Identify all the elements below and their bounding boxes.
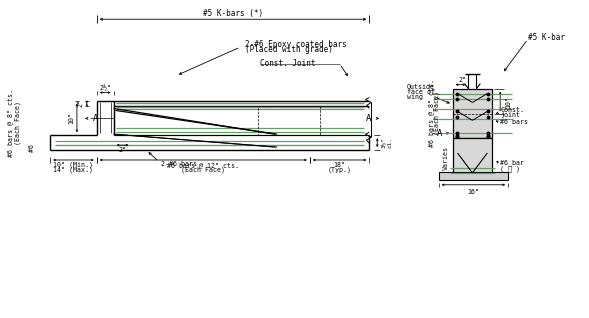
Bar (452, 89, 492, 138)
Text: face of: face of (407, 89, 435, 94)
Text: Const.: Const. (500, 107, 524, 114)
Text: 10": 10" (68, 112, 74, 124)
Text: Varies: Varies (443, 146, 449, 170)
Text: (Each Face): (Each Face) (181, 167, 226, 173)
Text: ( ⌣ ): ( ⌣ ) (500, 166, 520, 172)
Bar (259, 107, 320, 135)
Text: (Typ.): (Typ.) (327, 167, 352, 173)
Text: 2-#6 Epoxy coated bars: 2-#6 Epoxy coated bars (246, 39, 347, 49)
Text: 3½"
cl.: 3½" cl. (382, 137, 393, 148)
Text: (Each Face): (Each Face) (14, 101, 21, 145)
Text: #6 bar: #6 bar (500, 160, 524, 166)
Text: 2": 2" (118, 147, 127, 153)
Text: #6: #6 (29, 144, 35, 152)
Bar (452, 138, 492, 178)
Text: #5 K-bars (*): #5 K-bars (*) (203, 9, 263, 18)
Text: 18": 18" (333, 162, 346, 168)
Text: Const. Joint: Const. Joint (260, 59, 316, 68)
Text: 2": 2" (78, 100, 84, 107)
Text: (Placed with grade): (Placed with grade) (246, 45, 333, 54)
Text: #6 bars @ 8" cts.: #6 bars @ 8" cts. (428, 80, 434, 148)
Text: #5 K-bar: #5 K-bar (528, 32, 565, 42)
Text: 2": 2" (458, 77, 466, 83)
Text: wing: wing (407, 93, 423, 100)
Text: 2-#6 bars: 2-#6 bars (161, 161, 197, 167)
Text: A: A (93, 114, 98, 123)
Text: 10" (Min.): 10" (Min.) (54, 162, 94, 168)
Text: joint: joint (500, 112, 520, 118)
Text: #6 bars: #6 bars (500, 119, 528, 125)
Bar (439, 172, 508, 180)
Text: 16": 16" (468, 189, 479, 195)
Text: Outside: Outside (407, 84, 435, 90)
Text: 2½": 2½" (99, 84, 111, 91)
Text: A: A (437, 129, 443, 138)
Text: (Each Face): (Each Face) (434, 91, 440, 135)
Text: 10": 10" (505, 95, 511, 107)
Text: 14" (Max.): 14" (Max.) (54, 167, 94, 173)
Text: #6 bars @ 12" cts.: #6 bars @ 12" cts. (167, 162, 239, 168)
Text: A: A (366, 114, 371, 123)
Text: #6 bars @ 8" cts.: #6 bars @ 8" cts. (8, 89, 14, 157)
